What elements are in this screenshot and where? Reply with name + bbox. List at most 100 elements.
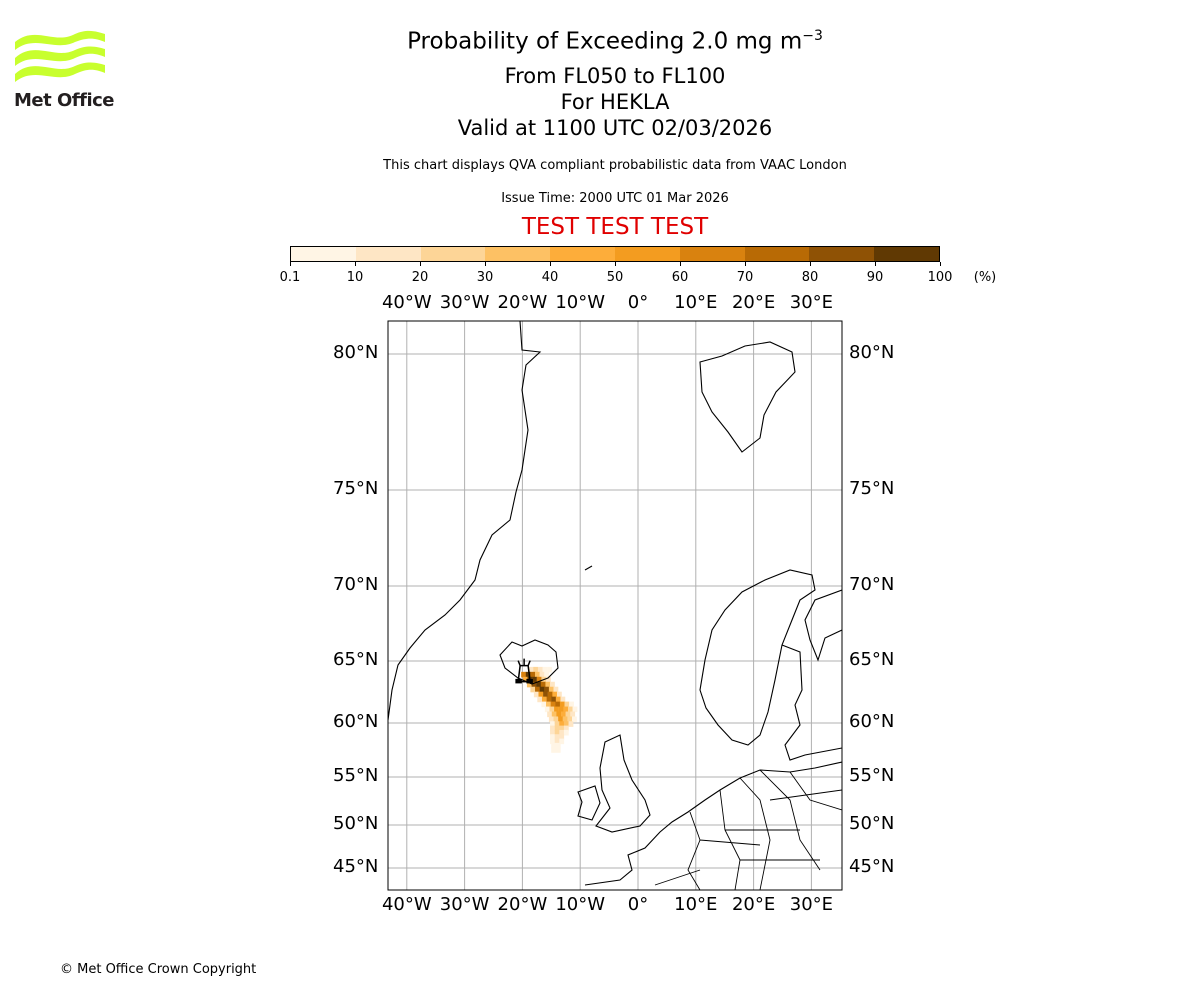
probability-cell xyxy=(522,676,528,683)
probability-cell xyxy=(521,671,526,678)
met-office-logo-waves xyxy=(15,30,105,82)
colorbar-tick-label: 90 xyxy=(866,270,884,285)
volcano-symbol xyxy=(515,658,533,684)
colorbar-segment xyxy=(614,247,680,261)
chart-title: Probability of Exceeding 2.0 mg m−3 xyxy=(315,28,915,55)
probability-cell xyxy=(545,681,551,688)
lat-label-right: 60°N xyxy=(849,711,895,732)
probability-cell xyxy=(539,686,545,693)
probability-cell xyxy=(559,725,565,732)
lon-label-top: 0° xyxy=(627,292,649,313)
colorbar-tick xyxy=(420,262,421,266)
probability-cell xyxy=(550,729,555,736)
probability-cell xyxy=(558,716,563,723)
coastline-great-britain xyxy=(595,734,651,833)
lat-label-left: 75°N xyxy=(333,478,379,499)
lon-label-bottom: 10°E xyxy=(674,894,718,915)
lat-label-right: 80°N xyxy=(849,342,895,363)
lon-label-bottom: 30°E xyxy=(789,894,834,915)
probability-cell xyxy=(541,696,547,703)
probability-cell xyxy=(536,676,542,683)
flight-level-range: From FL050 to FL100 xyxy=(504,64,726,88)
title-superscript: −3 xyxy=(802,28,823,44)
probability-cell xyxy=(530,686,536,693)
probability-cell xyxy=(528,666,534,673)
probability-cell xyxy=(555,696,561,703)
probability-cell xyxy=(544,671,550,678)
coastline-scandinavia xyxy=(699,569,816,746)
coastline-ireland xyxy=(577,785,601,821)
coastline-iceland xyxy=(499,639,559,685)
probability-cell xyxy=(569,701,574,708)
borders-europe xyxy=(654,769,842,890)
lat-label-left: 50°N xyxy=(333,813,379,834)
probability-cell xyxy=(562,716,568,723)
probability-cell xyxy=(537,666,543,673)
probability-cell xyxy=(567,716,573,723)
lat-label-left: 55°N xyxy=(333,765,379,786)
lon-label-top: 30°W xyxy=(439,292,490,313)
lon-label-bottom: 0° xyxy=(627,894,649,915)
met-office-logo-text: Met Office xyxy=(14,90,115,111)
coastline-finland-russia xyxy=(781,589,842,761)
probability-cell xyxy=(546,701,551,708)
lat-label-right: 55°N xyxy=(849,765,895,786)
probability-cell xyxy=(552,691,558,698)
probability-cell xyxy=(572,706,578,713)
colorbar-tick xyxy=(290,262,291,266)
colorbar-tick xyxy=(485,262,486,266)
probability-cell xyxy=(550,681,555,688)
probability-cell xyxy=(572,716,577,723)
colorbar-bar xyxy=(290,246,940,262)
probability-cell xyxy=(535,671,540,678)
coastline-svalbard xyxy=(699,341,796,453)
probability-cell xyxy=(551,711,557,718)
probability-cell xyxy=(533,691,539,698)
probability-cell xyxy=(548,686,554,693)
probability-cell xyxy=(559,738,565,745)
colorbar-tick xyxy=(745,262,746,266)
lon-label-top: 30°E xyxy=(789,292,834,313)
probability-cell xyxy=(547,691,553,698)
probability-cell xyxy=(555,742,561,749)
lat-label-right: 45°N xyxy=(849,856,895,877)
probability-cell xyxy=(553,686,559,693)
colorbar-tick-label: 80 xyxy=(801,270,819,285)
probability-cell xyxy=(559,721,565,727)
probability-cell xyxy=(564,701,570,708)
probability-cell xyxy=(570,711,576,718)
copyright-footer: © Met Office Crown Copyright xyxy=(60,962,257,977)
volcano-name: For HEKLA xyxy=(560,90,670,114)
probability-cell xyxy=(555,747,561,753)
colorbar-segment xyxy=(679,247,745,261)
probability-cell xyxy=(526,681,532,688)
probability-cell xyxy=(554,721,560,727)
probability-cell xyxy=(527,676,533,683)
probability-cell xyxy=(550,738,555,745)
probability-cell xyxy=(556,691,562,698)
colorbar-tick xyxy=(355,262,356,266)
valid-time: Valid at 1100 UTC 02/03/2026 xyxy=(457,116,773,140)
volcano-base-right xyxy=(526,678,533,684)
probability-cell xyxy=(559,729,565,736)
probability-cell xyxy=(554,738,560,745)
colorbar-tick xyxy=(875,262,876,266)
coastlines xyxy=(388,321,842,890)
lon-label-top: 40°W xyxy=(381,292,432,313)
title-main: Probability of Exceeding 2.0 mg m xyxy=(407,28,803,55)
probability-cell xyxy=(558,706,564,713)
colorbar-tick-label: 30 xyxy=(476,270,494,285)
probability-cell xyxy=(563,725,569,732)
probability-cell xyxy=(559,734,565,740)
lat-label-left: 45°N xyxy=(333,856,379,877)
gridlines xyxy=(388,321,842,890)
colorbar-tick-label: 100 xyxy=(927,270,953,285)
colorbar-tick xyxy=(550,262,551,266)
probability-cell xyxy=(554,725,560,732)
colorbar-tick xyxy=(940,262,941,266)
probability-cell xyxy=(551,742,557,749)
lat-label-right: 70°N xyxy=(849,574,895,595)
lon-label-bottom: 10°W xyxy=(555,894,606,915)
lon-label-top: 20°W xyxy=(497,292,548,313)
